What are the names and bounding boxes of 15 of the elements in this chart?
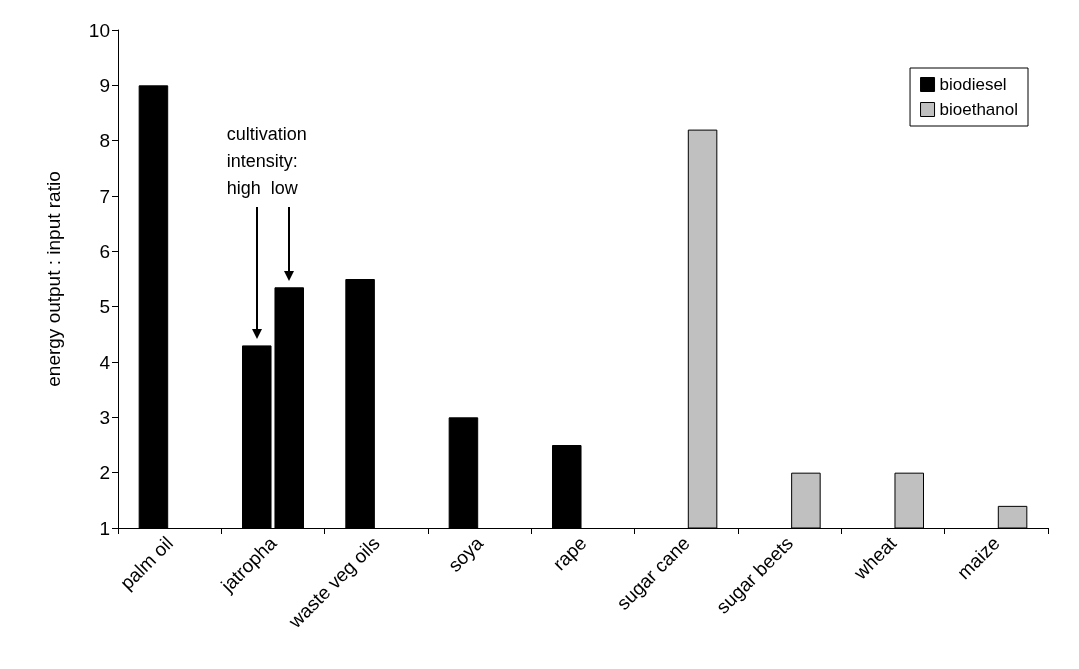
legend-label: bioethanol: [939, 100, 1019, 119]
y-tick-label: 5: [99, 296, 110, 318]
y-tick-label: 1: [99, 517, 110, 539]
y-tick-label: 7: [99, 185, 110, 207]
y-tick-label: 3: [99, 406, 110, 428]
y-tick-label: 8: [99, 130, 110, 152]
annotation: cultivation intensity: high low: [226, 123, 307, 198]
y-axis-title: energy output : input ratio: [43, 171, 64, 387]
y-tick-label: 10: [88, 19, 110, 41]
x-tick-label: rape: [548, 532, 591, 575]
legend-label: biodiesel: [939, 75, 1007, 94]
y-tick-label: 4: [99, 351, 111, 373]
y-tick-label: 2: [99, 462, 110, 484]
y-tick-label: 9: [99, 74, 110, 96]
y-tick-label: 6: [99, 240, 110, 262]
